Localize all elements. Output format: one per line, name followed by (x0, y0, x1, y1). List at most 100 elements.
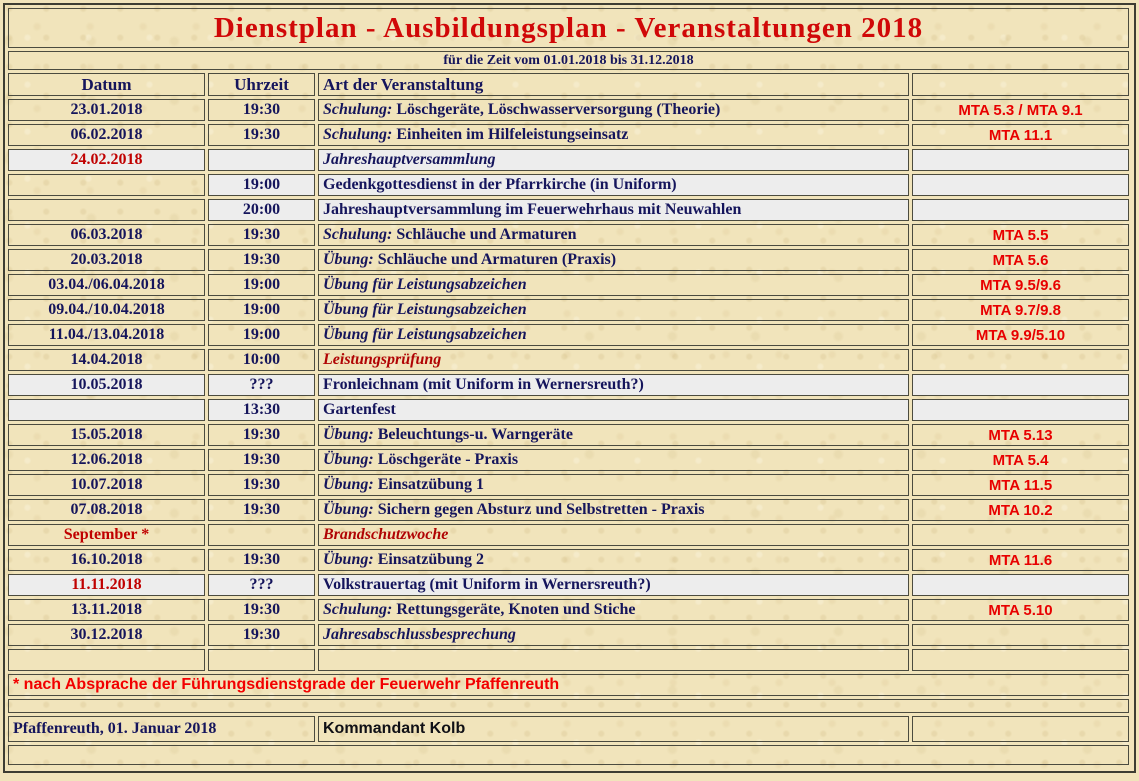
event-text: Übung für Leistungsabzeichen (323, 326, 527, 343)
mta-cell (912, 624, 1129, 646)
mta-cell (912, 649, 1129, 671)
table-row: 11.11.2018??? Volkstrauertag (mit Uniform… (8, 574, 1129, 596)
date-cell: 13.11.2018 (8, 599, 205, 621)
mta-cell: MTA 5.3 / MTA 9.1 (912, 99, 1129, 121)
event-cell: Schulung: Löschgeräte, Löschwasserversor… (318, 99, 909, 121)
time-cell: 19:30 (208, 249, 315, 271)
event-cell: Schulung: Schläuche und Armaturen (318, 224, 909, 246)
mta-cell (912, 574, 1129, 596)
date-cell: 10.05.2018 (8, 374, 205, 396)
spacer-cell (8, 699, 1129, 713)
time-cell: 19:30 (208, 474, 315, 496)
event-text: Volkstrauertag (mit Uniform in Wernersre… (323, 576, 651, 593)
table-row: 07.08.2018 19:30 Übung: Sichern gegen Abst… (8, 499, 1129, 521)
event-cell: Volkstrauertag (mit Uniform in Wernersre… (318, 574, 909, 596)
time-cell: 19:30 (208, 124, 315, 146)
mta-cell: MTA 11.6 (912, 549, 1129, 571)
event-prefix: Schulung: (323, 126, 393, 143)
event-prefix: Übung: (323, 451, 374, 468)
event-text: Schläuche und Armaturen (Praxis) (377, 251, 617, 268)
date-cell: September * (8, 524, 205, 546)
table-row: 10.07.2018 19:30 Übung: Einsatzübung 1 MTA … (8, 474, 1129, 496)
table-row: 23.01.2018 19:30 Schulung: Löschgeräte, Lö… (8, 99, 1129, 121)
table-body-section: 23.01.2018 19:30 Schulung: Löschgeräte, Lö… (8, 99, 1129, 671)
event-text: Beleuchtungs-u. Warngeräte (377, 426, 573, 443)
event-text: Einsatzübung 2 (377, 551, 484, 568)
event-text: Jahresabschlussbesprechung (323, 626, 516, 643)
event-prefix: Übung: (323, 551, 374, 568)
bottom-spacer-row (8, 745, 1129, 765)
event-prefix: Schulung: (323, 101, 393, 118)
table-row: 09.04./10.04.2018 19:00 Übung für Leistung… (8, 299, 1129, 321)
mta-cell (912, 174, 1129, 196)
bottom-spacer-cell (8, 745, 1129, 765)
date-cell: 16.10.2018 (8, 549, 205, 571)
time-cell: 19:30 (208, 624, 315, 646)
date-cell: 12.06.2018 (8, 449, 205, 471)
column-header-uhrzeit: Uhrzeit (208, 73, 315, 96)
event-text: Übung für Leistungsabzeichen (323, 301, 527, 318)
date-cell: 03.04./06.04.2018 (8, 274, 205, 296)
table-row: 19:00 Gedenkgottesdienst in der Pfarrkirc… (8, 174, 1129, 196)
event-cell: Übung: Beleuchtungs-u. Warngeräte (318, 424, 909, 446)
event-text: Jahreshauptversammlung im Feuerwehrhaus … (323, 201, 742, 218)
event-text: Sichern gegen Absturz und Selbstretten -… (377, 501, 705, 518)
date-cell: 09.04./10.04.2018 (8, 299, 205, 321)
mta-cell (912, 524, 1129, 546)
page-subtitle: für die Zeit vom 01.01.2018 bis 31.12.20… (8, 51, 1129, 70)
time-cell: 19:30 (208, 99, 315, 121)
mta-cell: MTA 5.10 (912, 599, 1129, 621)
event-cell (318, 649, 909, 671)
time-cell: 13:30 (208, 399, 315, 421)
event-cell: Übung: Schläuche und Armaturen (Praxis) (318, 249, 909, 271)
event-cell: Jahreshauptversammlung (318, 149, 909, 171)
event-cell: Gedenkgottesdienst in der Pfarrkirche (i… (318, 174, 909, 196)
column-header-art: Art der Veranstaltung (318, 73, 909, 96)
date-cell: 11.04./13.04.2018 (8, 324, 205, 346)
page-title: Dienstplan - Ausbildungsplan - Veranstal… (8, 8, 1129, 48)
signature-place: Pfaffenreuth, 01. Januar 2018 (8, 716, 315, 742)
time-cell: 20:00 (208, 199, 315, 221)
date-cell: 15.05.2018 (8, 424, 205, 446)
event-text: Übung für Leistungsabzeichen (323, 276, 527, 293)
event-prefix: Übung: (323, 501, 374, 518)
mta-cell (912, 374, 1129, 396)
date-cell (8, 399, 205, 421)
mta-cell: MTA 5.4 (912, 449, 1129, 471)
time-cell (208, 149, 315, 171)
date-cell: 30.12.2018 (8, 624, 205, 646)
time-cell: 19:00 (208, 324, 315, 346)
mta-cell (912, 199, 1129, 221)
event-text: Leistungsprüfung (323, 351, 442, 368)
table-row: 06.02.2018 19:30 Schulung: Einheiten im Hi… (8, 124, 1129, 146)
event-cell: Schulung: Einheiten im Hilfeleistungsein… (318, 124, 909, 146)
event-text: Löschgeräte - Praxis (377, 451, 519, 468)
date-cell: 20.03.2018 (8, 249, 205, 271)
time-cell: ??? (208, 574, 315, 596)
column-header-datum: Datum (8, 73, 205, 96)
event-text: Löschgeräte, Löschwasserversorgung (Theo… (396, 101, 721, 118)
event-prefix: Übung: (323, 426, 374, 443)
signature-row: Pfaffenreuth, 01. Januar 2018 Kommandant… (8, 716, 1129, 742)
mta-cell: MTA 5.13 (912, 424, 1129, 446)
date-cell: 10.07.2018 (8, 474, 205, 496)
event-cell: Übung für Leistungsabzeichen (318, 299, 909, 321)
date-cell: 11.11.2018 (8, 574, 205, 596)
time-cell: 19:30 (208, 549, 315, 571)
table-row: 13.11.2018 19:30 Schulung: Rettungsgeräte,… (8, 599, 1129, 621)
event-cell: Übung für Leistungsabzeichen (318, 274, 909, 296)
table-row: 20:00 Jahreshauptversammlung im Feuerwehr… (8, 199, 1129, 221)
mta-cell (912, 349, 1129, 371)
event-cell: Übung: Sichern gegen Absturz und Selbstr… (318, 499, 909, 521)
mta-cell (912, 399, 1129, 421)
event-cell: Schulung: Rettungsgeräte, Knoten und Sti… (318, 599, 909, 621)
date-cell: 06.02.2018 (8, 124, 205, 146)
event-text: Rettungsgeräte, Knoten und Stiche (396, 601, 636, 618)
time-cell: 19:00 (208, 299, 315, 321)
date-cell: 06.03.2018 (8, 224, 205, 246)
mta-cell: MTA 10.2 (912, 499, 1129, 521)
table-row: 03.04./06.04.2018 19:00 Übung für Leistung… (8, 274, 1129, 296)
table-row: 14.04.2018 10:00 Leistungsprüfung (8, 349, 1129, 371)
time-cell (208, 524, 315, 546)
event-text: Gedenkgottesdienst in der Pfarrkirche (i… (323, 176, 677, 193)
